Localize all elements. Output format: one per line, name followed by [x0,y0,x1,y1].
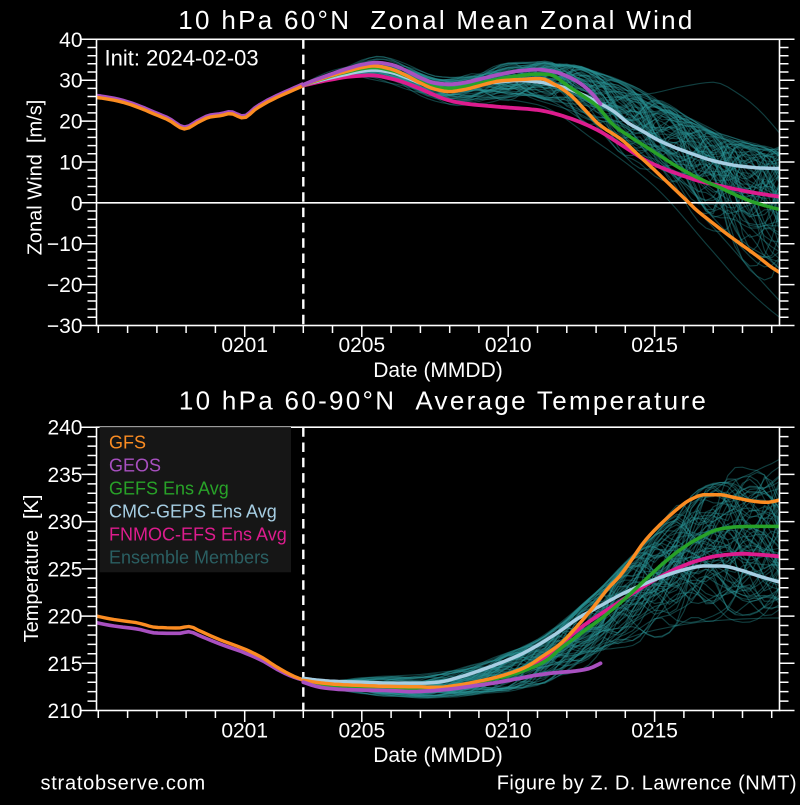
svg-text:CMC-GEPS Ens Avg: CMC-GEPS Ens Avg [109,502,277,522]
svg-text:230: 230 [47,511,82,534]
svg-text:Zonal Wind [m/s]: Zonal Wind [m/s] [25,100,47,256]
svg-text:−30: −30 [47,315,83,338]
svg-text:220: 220 [47,606,82,629]
svg-text:0205: 0205 [338,720,385,743]
svg-text:Temperature [K]: Temperature [K] [21,495,43,643]
svg-text:225: 225 [47,558,82,581]
svg-text:20: 20 [59,111,82,134]
svg-text:0: 0 [71,192,83,215]
svg-text:Figure by Z. D. Lawrence (NMT): Figure by Z. D. Lawrence (NMT) [497,773,797,795]
svg-text:215: 215 [47,653,82,676]
svg-text:10 hPa 60-90°N Average Temper: 10 hPa 60-90°N Average Temperature [179,386,708,416]
svg-text:0215: 0215 [631,334,678,357]
svg-text:40: 40 [59,29,82,52]
svg-text:10 hPa 60°N Zonal Mean Zonal: 10 hPa 60°N Zonal Mean Zonal Wind [178,5,694,35]
svg-text:GEOS: GEOS [109,455,161,475]
svg-text:stratobserve.com: stratobserve.com [41,773,206,795]
svg-text:Ensemble Members: Ensemble Members [109,548,269,568]
svg-text:Init: 2024-02-03: Init: 2024-02-03 [105,46,259,71]
svg-text:GEFS Ens Avg: GEFS Ens Avg [109,478,229,498]
svg-text:Date (MMDD): Date (MMDD) [373,744,503,767]
svg-text:30: 30 [59,70,82,93]
svg-text:Date (MMDD): Date (MMDD) [373,359,503,382]
svg-text:FNMOC-EFS Ens Avg: FNMOC-EFS Ens Avg [109,525,287,545]
svg-text:10: 10 [59,151,82,174]
svg-text:210: 210 [47,700,82,723]
svg-text:0215: 0215 [631,720,678,743]
svg-text:0210: 0210 [485,334,532,357]
svg-text:0210: 0210 [485,720,532,743]
svg-text:−20: −20 [47,274,83,297]
svg-text:GFS: GFS [109,432,146,452]
svg-text:0201: 0201 [221,720,268,743]
svg-text:0205: 0205 [338,334,385,357]
svg-text:−10: −10 [47,233,83,256]
svg-text:235: 235 [47,464,82,487]
svg-text:0201: 0201 [221,334,268,357]
svg-text:240: 240 [47,417,82,440]
